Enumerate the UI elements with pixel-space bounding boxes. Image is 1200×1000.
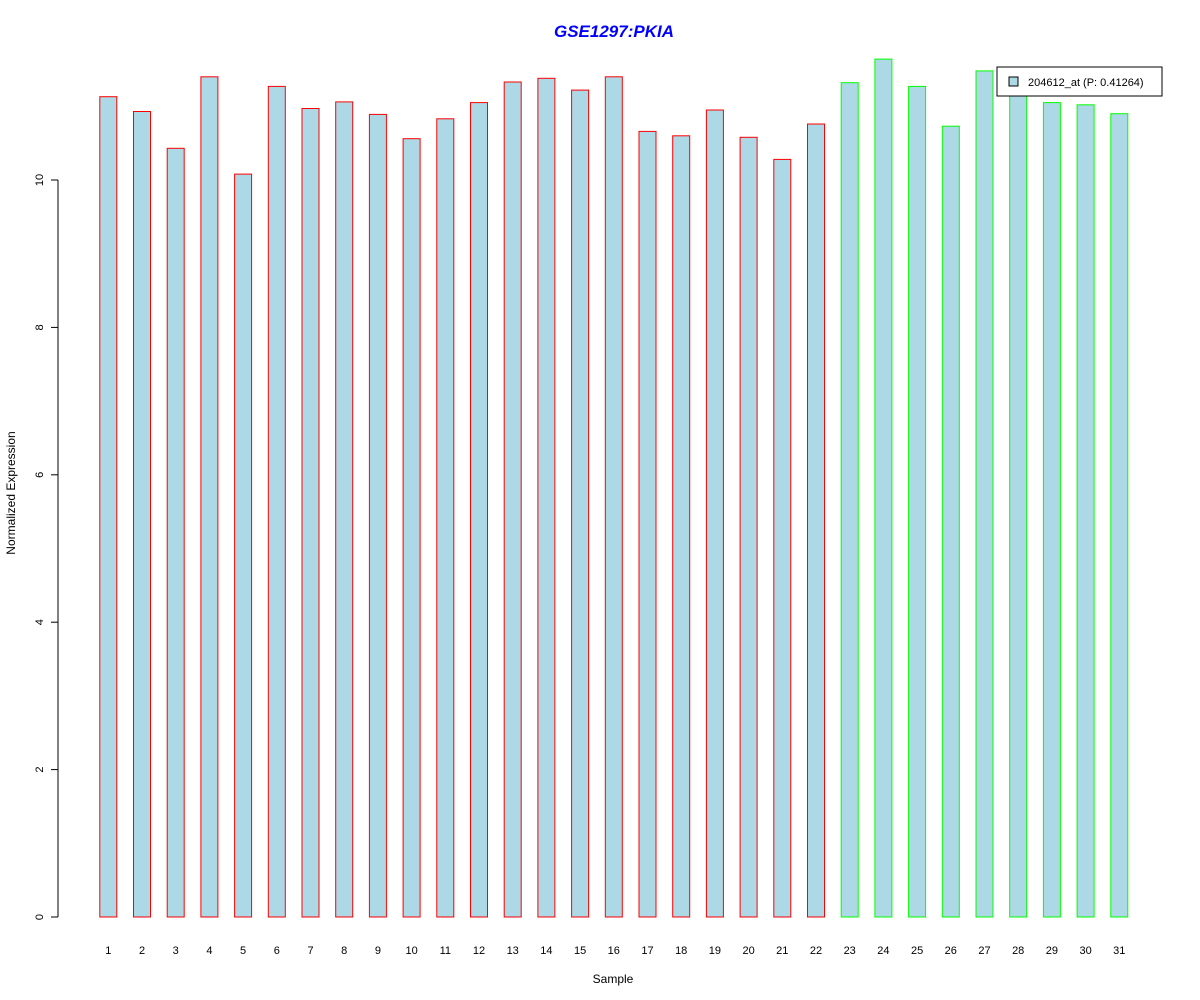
bar-sample-8: [335, 101, 354, 918]
bar-sample-24: [874, 58, 893, 918]
x-tick-label: 17: [641, 945, 653, 957]
bar-sample-6: [267, 85, 286, 918]
bar-sample-15: [571, 89, 590, 918]
x-tick-label: 3: [173, 945, 179, 957]
y-tick-label: 0: [34, 914, 46, 920]
bar-sample-21: [773, 158, 792, 918]
bar-sample-25: [908, 85, 927, 918]
y-tick-label: 8: [34, 324, 46, 330]
x-tick-label: 24: [877, 945, 889, 957]
x-tick-label: 10: [405, 945, 417, 957]
bar-sample-5: [234, 173, 253, 918]
x-tick-label: 16: [608, 945, 620, 957]
x-tick-label: 20: [742, 945, 754, 957]
x-tick-label: 6: [274, 945, 280, 957]
bar-sample-1: [99, 96, 118, 918]
x-tick-label: 30: [1079, 945, 1091, 957]
x-tick-label: 11: [440, 945, 451, 957]
x-tick-label: 27: [978, 945, 990, 957]
x-tick-label: 22: [810, 945, 822, 957]
legend: 204612_at (P: 0.41264): [996, 66, 1163, 97]
x-tick-label: 25: [911, 945, 923, 957]
chart-title: GSE1297:PKIA: [554, 22, 674, 41]
x-tick-label: 19: [709, 945, 721, 957]
bar-sample-10: [402, 138, 421, 918]
legend-label: 204612_at (P: 0.41264): [1028, 77, 1144, 89]
x-tick-label: 13: [507, 945, 519, 957]
bars: [99, 58, 1129, 918]
bar-sample-7: [301, 108, 320, 918]
legend-swatch: [1008, 76, 1019, 87]
bar-sample-31: [1110, 113, 1129, 918]
bar-sample-4: [200, 76, 219, 918]
x-tick-label: 4: [206, 945, 212, 957]
bar-sample-13: [503, 81, 522, 918]
legend-box: [996, 66, 1163, 97]
x-tick-label: 18: [675, 945, 687, 957]
bar-sample-16: [604, 76, 623, 918]
bar-sample-28: [1009, 87, 1028, 918]
y-axis: 0 2 4 6 8 10: [34, 174, 59, 920]
bar-sample-23: [840, 82, 859, 918]
x-tick-label: 5: [240, 945, 246, 957]
x-tick-label: 2: [139, 945, 145, 957]
bar-sample-2: [133, 111, 151, 918]
x-tick-label: 29: [1046, 945, 1058, 957]
bar-sample-29: [1042, 102, 1061, 918]
x-tick-label: 15: [574, 945, 586, 957]
x-tick-label: 8: [341, 945, 347, 957]
bar-sample-20: [739, 136, 758, 918]
x-tick-label: 12: [473, 945, 485, 957]
x-tick-label: 9: [375, 945, 381, 957]
x-tick-labels: 1 2 3 4 5 6 7 8 9 10 11 12 13 14 15 16 17 18 19 20 21 22 23 24 2…: [105, 945, 1125, 957]
y-tick-label: 4: [34, 619, 46, 625]
x-tick-label: 14: [540, 945, 552, 957]
y-tick-label: 10: [34, 174, 46, 186]
bar-sample-3: [166, 147, 185, 918]
x-axis-label: Sample: [593, 972, 634, 986]
bar-sample-19: [705, 109, 724, 918]
x-tick-label: 1: [105, 945, 111, 957]
bar-sample-9: [368, 113, 387, 918]
bar-sample-12: [470, 102, 488, 918]
bar-sample-17: [638, 130, 657, 918]
x-tick-label: 31: [1113, 945, 1125, 957]
x-tick-label: 21: [776, 945, 788, 957]
bar-sample-14: [537, 77, 556, 918]
y-tick-label: 2: [34, 767, 46, 773]
bar-sample-22: [807, 123, 825, 918]
bar-sample-11: [436, 118, 455, 918]
bar-sample-26: [941, 125, 960, 918]
x-tick-label: 7: [307, 945, 313, 957]
bar-sample-27: [975, 70, 994, 918]
bar-sample-18: [672, 135, 691, 918]
y-tick-label: 6: [34, 472, 46, 478]
x-tick-label: 28: [1012, 945, 1024, 957]
x-tick-label: 26: [945, 945, 957, 957]
x-tick-label: 23: [844, 945, 856, 957]
bar-sample-30: [1076, 104, 1095, 918]
y-axis-label: Normalized Expression: [4, 431, 18, 554]
